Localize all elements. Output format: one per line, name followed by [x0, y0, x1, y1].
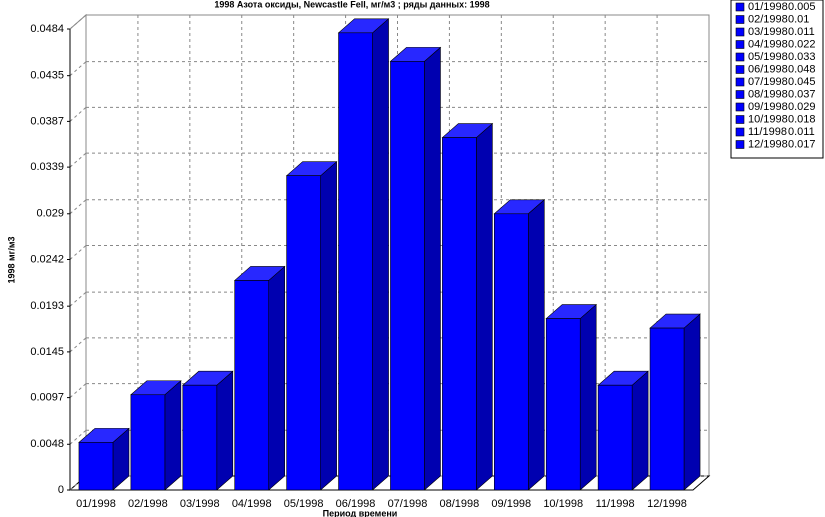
- bar: [493, 213, 529, 491]
- y-axis-label: 1998 мг/м3: [6, 236, 16, 283]
- legend-value: 0.011: [788, 126, 815, 138]
- legend-label: 08/1998: [748, 88, 788, 100]
- bar: [338, 32, 373, 491]
- y-tick-label: 0.0435: [30, 70, 64, 82]
- y-tick-label: 0.0387: [30, 115, 64, 127]
- bar-side: [579, 303, 597, 491]
- bar: [390, 61, 425, 491]
- bar-side: [631, 370, 649, 491]
- bar: [442, 137, 477, 491]
- x-tick-label: 04/1998: [232, 498, 272, 510]
- legend-label: 09/1998: [748, 101, 788, 113]
- y-tick-label: 0.0484: [30, 23, 64, 35]
- x-tick-label: 01/1998: [76, 498, 116, 510]
- legend-swatch: [735, 52, 745, 62]
- bar: [182, 384, 218, 491]
- bar: [597, 384, 633, 491]
- legend-label: 12/1998: [748, 138, 788, 150]
- y-tick-label: 0.0242: [30, 253, 64, 265]
- x-tick-label: 08/1998: [439, 498, 479, 510]
- x-tick-label: 02/1998: [128, 498, 168, 510]
- legend-label: 05/1998: [748, 51, 788, 63]
- bar: [130, 394, 166, 491]
- bar: [545, 318, 581, 491]
- legend-swatch: [735, 102, 745, 112]
- x-tick-label: 05/1998: [284, 498, 324, 510]
- legend-label: 04/1998: [748, 38, 788, 50]
- legend-value: 0.022: [788, 38, 816, 50]
- x-tick-label: 12/1998: [647, 498, 687, 510]
- bar-side: [683, 313, 701, 491]
- bar-side: [164, 380, 182, 491]
- legend-swatch: [735, 65, 745, 74]
- bar: [649, 327, 685, 491]
- x-tick-label: 10/1998: [543, 498, 583, 510]
- chart-title: 1998 Азота оксиды, Newcastle Fell, мг/м3…: [214, 0, 489, 9]
- legend-swatch: [735, 127, 745, 137]
- bar-side: [424, 46, 441, 491]
- x-axis-label: Период времени: [323, 508, 398, 517]
- legend-value: 0.011: [788, 26, 815, 38]
- legend-value: 0.005: [788, 1, 816, 13]
- bar-side: [216, 370, 234, 491]
- legend-value: 0.01: [788, 13, 809, 25]
- y-tick-label: 0.0048: [30, 438, 64, 450]
- legend-box: [730, 0, 824, 159]
- y-tick-label: 0.0145: [30, 346, 64, 358]
- legend-value: 0.017: [788, 138, 816, 150]
- legend-label: 11/1998: [748, 126, 787, 138]
- x-tick-label: 06/1998: [336, 498, 376, 510]
- bar-side: [268, 265, 286, 491]
- legend-value: 0.037: [788, 88, 816, 100]
- x-tick-label: 09/1998: [491, 498, 531, 510]
- legend-label: 07/1998: [748, 76, 788, 88]
- bar-side: [372, 18, 389, 491]
- x-tick-label: 03/1998: [180, 498, 220, 510]
- bar-side: [476, 122, 493, 491]
- legend-value: 0.029: [788, 101, 816, 113]
- bar: [234, 280, 270, 491]
- y-tick-label: 0: [58, 484, 64, 496]
- legend-value: 0.048: [788, 63, 816, 75]
- legend-value: 0.033: [788, 51, 816, 63]
- y-tick-label: 0.0339: [30, 161, 64, 173]
- y-tick-label: 0.0097: [30, 392, 64, 404]
- legend-label: 03/1998: [748, 26, 788, 38]
- legend-swatch: [735, 27, 745, 37]
- legend-swatch: [735, 15, 745, 24]
- legend-swatch: [735, 77, 745, 87]
- bar-side: [320, 161, 337, 491]
- legend-label: 01/1998: [748, 1, 788, 13]
- legend-value: 0.018: [788, 113, 816, 125]
- y-tick-label: 0.0193: [30, 300, 64, 312]
- y-tick-label: 0.029: [36, 208, 64, 220]
- legend-value: 0.045: [788, 76, 816, 88]
- legend-label: 10/1998: [748, 113, 788, 125]
- legend-swatch: [735, 2, 745, 12]
- bar-side: [527, 199, 545, 491]
- bar: [78, 442, 114, 491]
- legend-swatch: [735, 115, 745, 124]
- legend-label: 06/1998: [748, 63, 788, 75]
- legend-swatch: [735, 140, 745, 149]
- x-tick-label: 07/1998: [388, 498, 428, 510]
- legend-label: 02/1998: [748, 13, 788, 25]
- legend-swatch: [735, 90, 745, 99]
- x-tick-label: 11/1998: [596, 498, 635, 510]
- legend-swatch: [735, 40, 745, 49]
- bar: [286, 175, 321, 491]
- left-wall: [69, 13, 87, 492]
